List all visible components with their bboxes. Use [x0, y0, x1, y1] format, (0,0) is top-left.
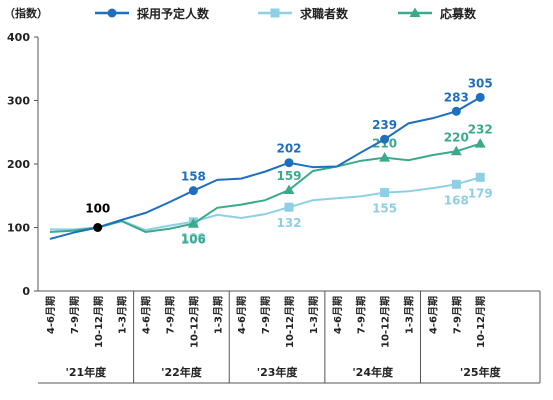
x-tick-label: 1-3月期: [211, 296, 224, 334]
x-tick-label: 10-12月期: [474, 296, 487, 348]
group-label: '21年度: [65, 365, 107, 379]
legend-label: 応募数: [440, 6, 477, 21]
y-tick-label: 0: [22, 285, 30, 298]
x-tick-label: 10-12月期: [92, 296, 105, 348]
data-point: [475, 172, 485, 182]
data-label: 159: [276, 169, 301, 183]
x-tick-label: 10-12月期: [283, 296, 296, 348]
x-tick-label: 4-6月期: [44, 296, 57, 334]
base-point-label: 100: [85, 202, 110, 216]
data-point: [284, 202, 294, 212]
data-label: 305: [468, 76, 493, 90]
data-label: 179: [468, 186, 493, 200]
y-tick-label: 400: [7, 31, 30, 44]
data-label: 158: [181, 170, 206, 184]
axes: 0 100 200 300 400 '21年度 '22年度 '23年度 '24年度 '25年度 4-…: [7, 31, 541, 384]
group-label: '24年度: [352, 365, 394, 379]
legend: 採用予定人数 求職者数 応募数: [95, 6, 477, 21]
x-tick-label: 1-3月期: [307, 296, 320, 334]
x-tick-label: 4-6月期: [140, 296, 153, 334]
data-point: [187, 218, 199, 228]
legend-marker: [270, 8, 280, 18]
legend-marker: [409, 7, 421, 17]
base-point: [93, 223, 103, 232]
plot-area: 1091321551681791061592102202321582022392…: [49, 76, 493, 247]
x-tick-label: 7-9月期: [163, 296, 176, 334]
y-tick-label: 200: [7, 158, 30, 171]
series-line: [49, 142, 481, 233]
data-label: 232: [468, 123, 493, 137]
y-tick-label: 100: [7, 222, 30, 235]
y-axis-unit-label: （指数）: [4, 6, 48, 20]
data-point: [451, 106, 461, 116]
group-label: '23年度: [257, 365, 299, 379]
x-tick-label: 7-9月期: [68, 296, 81, 334]
data-point: [379, 152, 391, 162]
x-tick-label: 4-6月期: [235, 296, 248, 334]
legend-label: 採用予定人数: [137, 6, 210, 21]
data-label: 106: [181, 233, 206, 247]
data-point: [451, 179, 461, 189]
group-label: '22年度: [161, 365, 203, 379]
data-label: 132: [276, 216, 301, 230]
data-point: [283, 184, 295, 195]
x-tick-label: 7-9月期: [450, 296, 463, 334]
data-label: 109: [181, 231, 206, 245]
legend-marker: [107, 8, 117, 18]
data-point: [475, 92, 485, 102]
x-tick-label: 7-9月期: [259, 296, 272, 334]
y-tick-label: 300: [7, 95, 30, 108]
x-tick-label: 1-3月期: [116, 296, 129, 334]
x-tick-label: 7-9月期: [355, 296, 368, 334]
data-point: [474, 138, 486, 148]
data-label: 155: [372, 202, 397, 216]
data-point: [380, 188, 390, 198]
series-line: [49, 96, 481, 240]
x-tick-label: 4-6月期: [426, 296, 439, 334]
data-point: [380, 134, 390, 144]
data-point: [450, 145, 462, 156]
x-tick-label: 10-12月期: [379, 296, 392, 348]
data-point: [284, 158, 294, 168]
x-tick-label: 10-12月期: [187, 296, 200, 348]
data-label: 202: [276, 142, 301, 156]
legend-label: 求職者数: [300, 6, 349, 21]
data-label: 168: [444, 193, 469, 207]
x-tick-label: 1-3月期: [403, 296, 416, 334]
data-label: 239: [372, 118, 397, 132]
group-label: '25年度: [460, 365, 502, 379]
data-label: 220: [444, 130, 469, 144]
data-point: [188, 186, 198, 196]
data-label: 283: [444, 90, 469, 104]
x-tick-label: 4-6月期: [331, 296, 344, 334]
